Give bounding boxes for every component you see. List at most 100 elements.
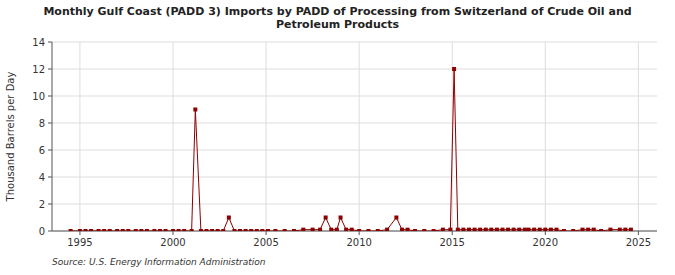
data-point <box>441 228 445 231</box>
data-point <box>432 229 436 231</box>
data-point <box>335 228 339 231</box>
data-point <box>134 229 138 231</box>
x-tick-label: 2020 <box>533 237 558 248</box>
data-point <box>301 228 305 231</box>
y-axis-label: Thousand Barrels per Day <box>5 72 16 203</box>
source-note: Source: U.S. Energy Information Administ… <box>52 257 266 267</box>
x-tick <box>452 231 453 235</box>
data-point <box>244 229 248 231</box>
data-point <box>376 229 380 231</box>
data-point <box>512 228 516 231</box>
x-tick <box>359 231 360 235</box>
data-point <box>210 229 214 231</box>
data-point <box>121 229 125 231</box>
y-tick <box>48 96 52 97</box>
data-point <box>145 229 149 231</box>
y-tick-label: 4 <box>39 172 45 183</box>
axes: 024681012141995200020052010201520202025 <box>32 37 657 249</box>
data-point <box>554 228 558 231</box>
data-point <box>623 228 627 231</box>
data-point <box>527 228 531 231</box>
data-point <box>89 229 93 231</box>
y-tick <box>48 204 52 205</box>
data-point <box>456 228 460 231</box>
grid <box>52 42 657 231</box>
x-tick <box>545 231 546 235</box>
y-grid-line <box>52 96 657 97</box>
data-point <box>216 229 220 231</box>
y-tick <box>48 42 52 43</box>
x-grid-line <box>638 42 639 231</box>
data-point <box>139 229 143 231</box>
y-tick-label: 6 <box>39 145 45 156</box>
x-tick <box>79 231 80 235</box>
x-tick-label: 2010 <box>346 237 371 248</box>
data-point <box>489 228 493 231</box>
x-grid-line <box>359 42 360 231</box>
data-point <box>260 229 264 231</box>
x-tick-label: 2015 <box>440 237 465 248</box>
y-tick-label: 2 <box>39 199 45 210</box>
data-point <box>532 228 536 231</box>
data-point <box>266 229 270 231</box>
data-point <box>495 228 499 231</box>
series <box>69 67 633 231</box>
chart: Monthly Gulf Coast (PADD 3) Imports by P… <box>0 0 675 275</box>
data-point <box>221 229 225 231</box>
data-point <box>592 228 596 231</box>
data-point <box>199 229 203 231</box>
title: Monthly Gulf Coast (PADD 3) Imports by P… <box>43 5 631 31</box>
y-tick-label: 12 <box>32 64 45 75</box>
data-point <box>115 229 119 231</box>
y-tick-label: 10 <box>32 91 45 102</box>
data-point <box>385 228 389 231</box>
x-grid-line <box>79 42 80 231</box>
data-point <box>413 229 417 231</box>
data-point <box>177 229 181 231</box>
data-point <box>283 229 287 231</box>
data-point <box>339 216 343 220</box>
x-grid-line <box>173 42 174 231</box>
x-tick-label: 1995 <box>67 237 92 248</box>
data-point <box>190 229 194 231</box>
data-point <box>108 229 112 231</box>
data-point <box>467 228 471 231</box>
data-point <box>102 229 106 231</box>
data-point <box>324 216 328 220</box>
x-tick <box>266 231 267 235</box>
y-grid-line <box>52 204 657 205</box>
data-point <box>608 228 612 231</box>
data-point <box>618 228 622 231</box>
data-point <box>543 228 547 231</box>
data-point <box>357 229 361 231</box>
data-point <box>461 228 465 231</box>
data-point <box>126 229 130 231</box>
data-point <box>249 229 253 231</box>
data-point <box>78 229 82 231</box>
data-point <box>238 229 242 231</box>
data-point <box>562 229 566 231</box>
data-point <box>350 228 354 231</box>
data-point <box>152 229 156 231</box>
y-grid-line <box>52 150 657 151</box>
data-point <box>448 228 452 231</box>
data-point <box>406 228 410 231</box>
data-point <box>366 229 370 231</box>
series-line <box>71 69 631 231</box>
data-point <box>171 229 175 231</box>
y-tick <box>48 69 52 70</box>
data-point <box>97 229 101 231</box>
y-tick-label: 0 <box>39 226 45 237</box>
x-grid-line <box>266 42 267 231</box>
y-tick <box>48 123 52 124</box>
data-point <box>84 229 88 231</box>
data-point <box>329 228 333 231</box>
title-line: Petroleum Products <box>276 18 400 31</box>
data-point <box>549 228 553 231</box>
y-grid-line <box>52 42 657 43</box>
y-grid-line <box>52 177 657 178</box>
data-point <box>273 229 277 231</box>
data-point <box>344 228 348 231</box>
x-tick-label: 2005 <box>253 237 278 248</box>
y-grid-line <box>52 69 657 70</box>
